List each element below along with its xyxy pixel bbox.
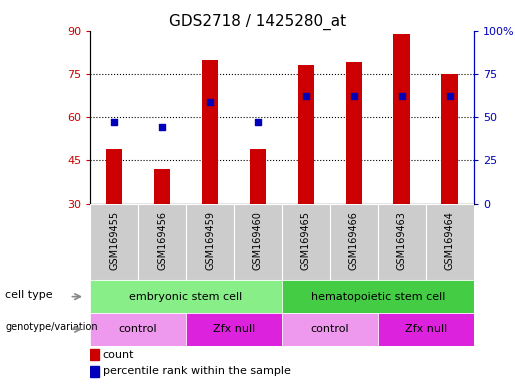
Point xyxy=(350,93,358,99)
Bar xyxy=(106,149,123,204)
Bar xyxy=(250,149,266,204)
Text: GDS2718 / 1425280_at: GDS2718 / 1425280_at xyxy=(169,13,346,30)
Bar xyxy=(393,33,410,204)
Bar xyxy=(378,204,426,280)
Text: GSM169463: GSM169463 xyxy=(397,211,407,270)
Text: GSM169466: GSM169466 xyxy=(349,211,359,270)
Text: embryonic stem cell: embryonic stem cell xyxy=(129,291,243,302)
Text: percentile rank within the sample: percentile rank within the sample xyxy=(103,366,290,376)
Point xyxy=(302,93,310,99)
Bar xyxy=(426,204,474,280)
Bar xyxy=(282,313,378,346)
Point xyxy=(398,93,406,99)
Bar xyxy=(298,65,314,204)
Bar xyxy=(186,204,234,280)
Text: Zfx null: Zfx null xyxy=(405,324,447,334)
Text: cell type: cell type xyxy=(5,290,53,300)
Text: count: count xyxy=(103,350,134,360)
Text: control: control xyxy=(119,324,158,334)
Text: genotype/variation: genotype/variation xyxy=(5,322,98,333)
Text: control: control xyxy=(311,324,349,334)
Text: GSM169456: GSM169456 xyxy=(157,211,167,270)
Bar xyxy=(153,169,170,204)
Text: GSM169464: GSM169464 xyxy=(445,211,455,270)
Point xyxy=(110,119,118,125)
Bar xyxy=(90,313,186,346)
Point xyxy=(254,119,262,125)
Bar xyxy=(234,204,282,280)
Bar xyxy=(90,349,98,361)
Text: GSM169460: GSM169460 xyxy=(253,211,263,270)
Text: GSM169459: GSM169459 xyxy=(205,211,215,270)
Point xyxy=(206,98,214,104)
Bar xyxy=(330,204,378,280)
Text: Zfx null: Zfx null xyxy=(213,324,255,334)
Bar xyxy=(378,313,474,346)
Bar xyxy=(90,280,282,313)
Point xyxy=(445,93,454,99)
Bar xyxy=(90,366,98,377)
Bar xyxy=(138,204,186,280)
Text: GSM169465: GSM169465 xyxy=(301,211,311,270)
Bar xyxy=(282,204,330,280)
Text: hematopoietic stem cell: hematopoietic stem cell xyxy=(311,291,445,302)
Bar xyxy=(186,313,282,346)
Bar xyxy=(441,74,458,204)
Bar xyxy=(282,280,474,313)
Bar xyxy=(90,204,138,280)
Bar xyxy=(202,60,218,204)
Text: GSM169455: GSM169455 xyxy=(109,211,119,270)
Point xyxy=(158,124,166,131)
Bar xyxy=(346,62,362,204)
